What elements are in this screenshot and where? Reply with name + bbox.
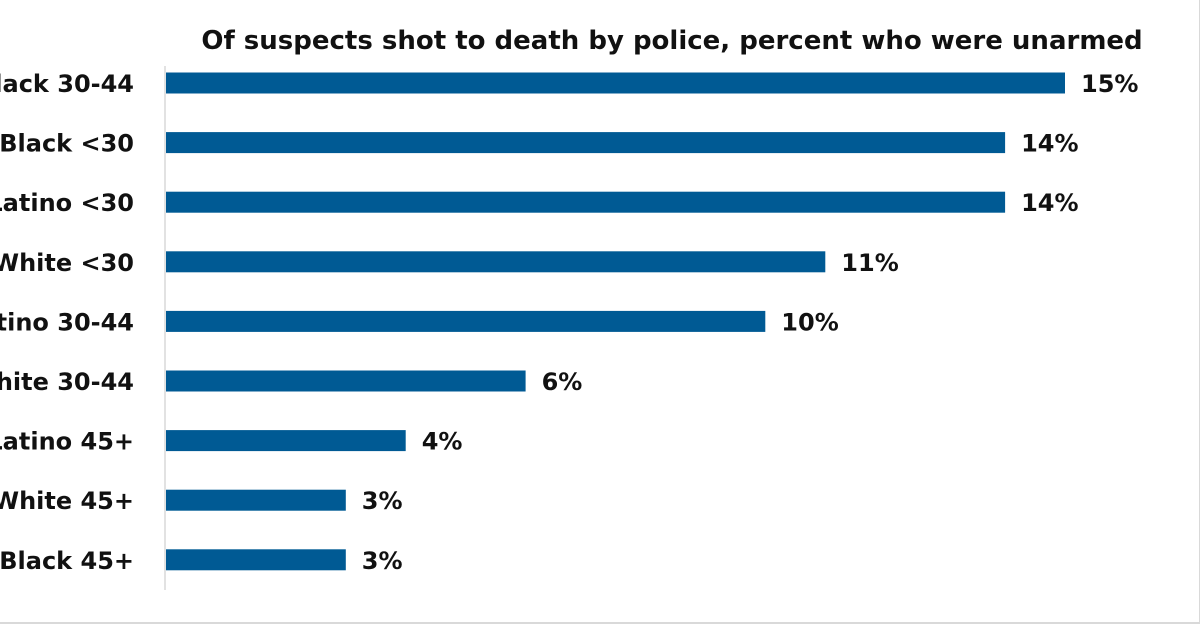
bar-black-45-plus	[166, 549, 346, 571]
category-label-latino-under-30: Latino <30	[0, 189, 134, 217]
bar-latino-30-44	[166, 310, 766, 332]
bar-white-30-44	[166, 370, 526, 392]
category-label-white-45-plus: White 45+	[0, 487, 134, 515]
category-label-black-under-30: Black <30	[0, 130, 134, 158]
data-label-black-45-plus: 3%	[362, 547, 403, 575]
bar-black-30-44	[166, 72, 1065, 94]
data-label-black-under-30: 14%	[1021, 130, 1078, 158]
bar-white-under-30	[166, 251, 826, 273]
category-label-black-30-44: Black 30-44	[0, 70, 134, 98]
bar-latino-under-30	[166, 191, 1006, 213]
data-label-latino-30-44: 10%	[781, 308, 838, 336]
bar-latino-45-plus	[166, 430, 406, 452]
data-label-latino-under-30: 14%	[1021, 189, 1078, 217]
data-label-latino-45-plus: 4%	[422, 428, 463, 456]
data-label-white-45-plus: 3%	[362, 487, 403, 515]
bars-group	[166, 72, 1065, 571]
category-label-latino-30-44: Latino 30-44	[0, 308, 134, 336]
category-label-latino-45-plus: Latino 45+	[0, 428, 134, 456]
category-labels-group: Black 30-44 Black <30 Latino <30 White <30 L…	[0, 70, 134, 575]
category-label-white-30-44: White 30-44	[0, 368, 134, 396]
bar-black-under-30	[166, 132, 1006, 154]
chart-title: Of suspects shot to death by police, per…	[201, 26, 1142, 56]
data-labels-group: 15% 14% 14% 11% 10% 6% 4% 3% 3%	[362, 70, 1139, 575]
data-label-white-30-44: 6%	[542, 368, 583, 396]
bar-white-45-plus	[166, 489, 346, 511]
data-label-white-under-30: 11%	[841, 249, 898, 277]
data-label-black-30-44: 15%	[1081, 70, 1138, 98]
category-label-black-45-plus: Black 45+	[0, 547, 134, 575]
category-label-white-under-30: White <30	[0, 249, 134, 277]
